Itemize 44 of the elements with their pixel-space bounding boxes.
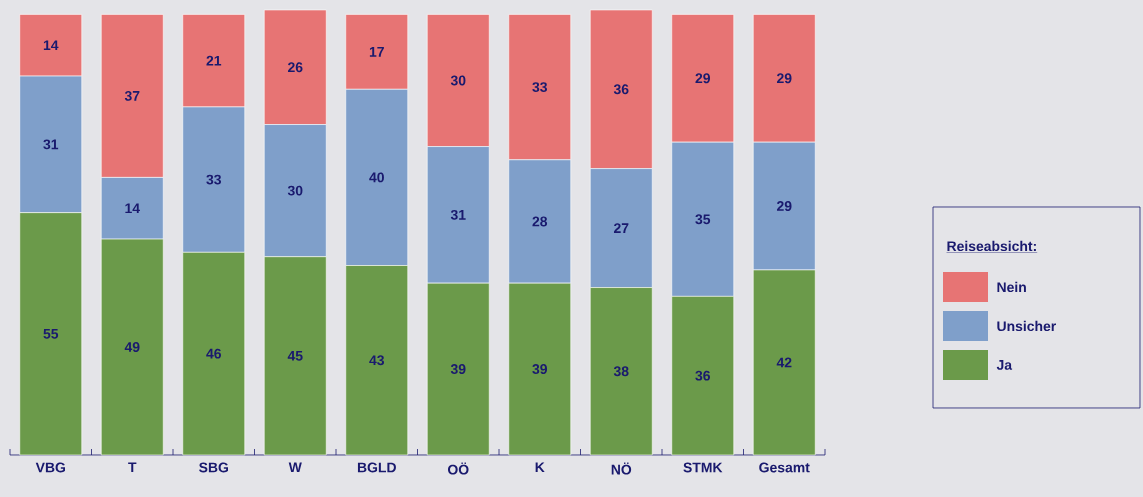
- data-label: 33: [206, 174, 222, 185]
- data-label: 26: [287, 62, 303, 73]
- x-tick-label: K: [535, 462, 545, 473]
- data-label: 29: [695, 73, 711, 84]
- data-label: 39: [450, 364, 466, 375]
- data-label: 27: [613, 223, 629, 233]
- data-label: 33: [532, 82, 548, 93]
- data-label: 39: [532, 364, 548, 375]
- data-label: 46: [206, 348, 222, 359]
- x-tick-label: VBG: [35, 462, 66, 473]
- text: Ja: [996, 360, 1013, 370]
- x-tick-label: OÖ: [447, 462, 469, 475]
- data-label: 55: [43, 328, 59, 339]
- legend-label: Nein: [997, 281, 1026, 293]
- data-label: 14: [125, 203, 140, 214]
- x-tick-label: BGLD: [357, 462, 396, 473]
- data-label: 14: [43, 40, 59, 51]
- data-label: 30: [287, 185, 303, 196]
- data-label: 35: [695, 214, 711, 225]
- data-label: 38: [613, 366, 629, 377]
- data-label: 49: [124, 342, 140, 352]
- legend-label: Unsicher: [997, 320, 1056, 332]
- data-label: 42: [776, 357, 792, 368]
- legend-title: Reiseabsicht:: [947, 240, 1036, 252]
- data-label: 40: [369, 172, 384, 183]
- x-tick-label: STMK: [683, 462, 723, 473]
- data-label: 31: [43, 139, 59, 150]
- data-label: 21: [206, 55, 222, 66]
- data-label: 30: [450, 75, 466, 86]
- data-label: 31: [450, 209, 466, 220]
- data-label: 28: [532, 216, 548, 227]
- data-label: 36: [695, 370, 711, 381]
- data-label: 17: [369, 47, 384, 57]
- data-label: 43: [369, 355, 385, 366]
- data-label: 37: [124, 90, 140, 101]
- x-tick-label: NÖ: [611, 462, 632, 475]
- x-tick-label: Gesamt: [759, 462, 810, 473]
- data-label: 29: [776, 201, 792, 211]
- data-label: 36: [613, 84, 629, 95]
- data-label: 45: [287, 350, 303, 361]
- data-label: 29: [776, 73, 792, 84]
- x-tick-label: W: [288, 462, 302, 473]
- x-tick-label: SBG: [199, 462, 229, 473]
- x-tick-label: T: [128, 462, 137, 473]
